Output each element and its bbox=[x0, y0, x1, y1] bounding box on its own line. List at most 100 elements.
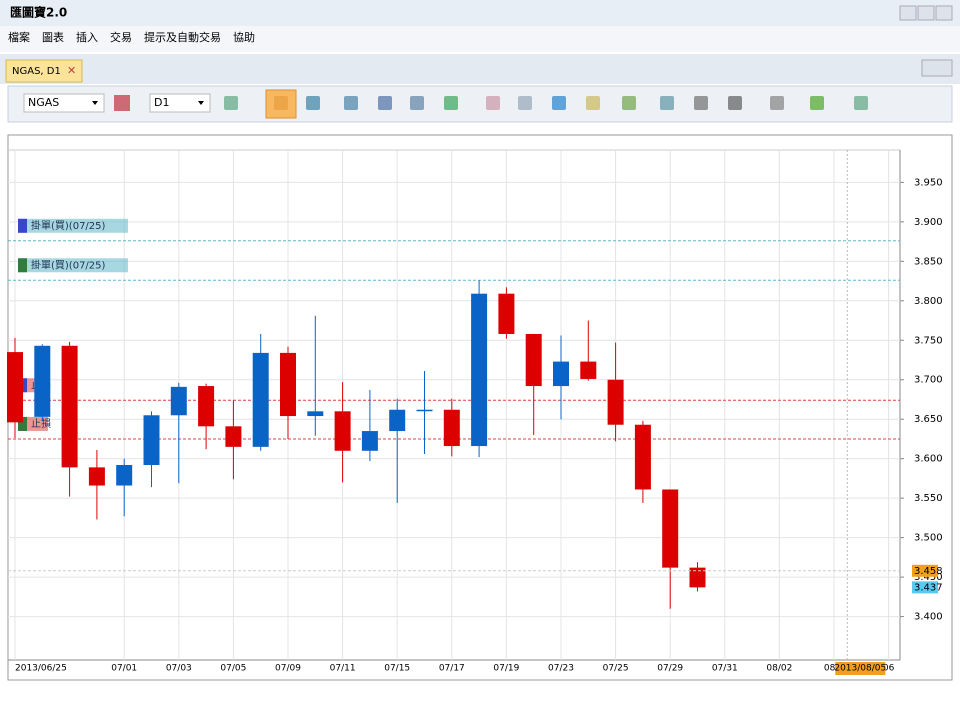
menu-item[interactable]: 插入 bbox=[76, 30, 98, 44]
candle-body bbox=[416, 409, 433, 412]
candle-body bbox=[443, 409, 460, 447]
y-tick-label: 3.450 bbox=[914, 572, 943, 583]
crosshair-label-box bbox=[835, 662, 886, 675]
x-tick-label: 07/23 bbox=[548, 664, 574, 674]
candle-body bbox=[662, 489, 679, 568]
order-label-box bbox=[18, 258, 128, 273]
y-tick-label: 3.600 bbox=[914, 454, 943, 465]
candle-body bbox=[34, 345, 51, 417]
price-label-box bbox=[912, 564, 938, 577]
x-tick-label: 06 bbox=[883, 664, 895, 674]
tab-row bbox=[0, 54, 960, 84]
menu-item[interactable]: 圖表 bbox=[42, 30, 64, 44]
menu-bar bbox=[0, 26, 960, 52]
menu-item[interactable]: 協助 bbox=[233, 30, 255, 44]
candle-body bbox=[607, 379, 624, 425]
toolbar-icon[interactable] bbox=[444, 96, 458, 110]
order-label: 掛單(買)(07/25) bbox=[31, 219, 106, 232]
price-label: 3.437 bbox=[914, 582, 943, 593]
window-title: 匯圖寶2.0 bbox=[10, 5, 67, 20]
toolbar-icon[interactable] bbox=[224, 96, 238, 110]
dropdown-arrow bbox=[92, 101, 98, 105]
order-marker bbox=[18, 416, 27, 431]
title-bar bbox=[0, 0, 960, 26]
chart-tab[interactable] bbox=[5, 59, 83, 83]
candle-body bbox=[553, 361, 569, 387]
order-marker bbox=[18, 218, 27, 233]
toolbar-icon[interactable] bbox=[274, 96, 288, 110]
price-label: 3.458 bbox=[914, 566, 943, 577]
menu-item[interactable]: 檔案 bbox=[8, 30, 30, 44]
candle-body bbox=[307, 411, 324, 417]
price-label-box bbox=[912, 581, 938, 594]
candle-body bbox=[252, 352, 269, 447]
y-tick-label: 3.900 bbox=[914, 217, 943, 228]
y-tick-label: 3.550 bbox=[914, 493, 943, 504]
toolbar-icon[interactable] bbox=[854, 96, 868, 110]
x-tick-label: 07/17 bbox=[439, 664, 465, 674]
candle-body bbox=[471, 293, 488, 447]
x-tick-label: 07/29 bbox=[657, 664, 683, 674]
y-tick-label: 3.650 bbox=[914, 414, 943, 425]
candle-body bbox=[580, 361, 597, 379]
candle-body bbox=[334, 411, 351, 451]
toolbar-icon[interactable] bbox=[810, 96, 824, 110]
crosshair-label: 2013/08/05 bbox=[834, 664, 886, 674]
tab-close[interactable]: ✕ bbox=[67, 64, 76, 77]
y-tick-label: 3.400 bbox=[914, 612, 943, 623]
x-tick-label: 07/25 bbox=[603, 664, 629, 674]
toolbar-icon[interactable] bbox=[486, 96, 500, 110]
symbol-select[interactable] bbox=[23, 93, 105, 113]
dropdown-arrow bbox=[198, 101, 204, 105]
candle-body bbox=[225, 426, 242, 447]
order-label-box bbox=[18, 218, 128, 233]
minimize-button[interactable] bbox=[899, 5, 917, 21]
y-tick-label: 3.700 bbox=[914, 375, 943, 386]
candle-body bbox=[361, 431, 378, 451]
toolbar-icon[interactable] bbox=[622, 96, 636, 110]
toolbar-icon[interactable] bbox=[518, 96, 532, 110]
candle-body bbox=[116, 465, 133, 486]
order-label: 掛單(買)(07/25) bbox=[31, 258, 106, 271]
toolbar-icon[interactable] bbox=[586, 96, 600, 110]
menu-item[interactable]: 提示及自動交易 bbox=[144, 30, 221, 44]
toolbar-icon[interactable] bbox=[378, 96, 392, 110]
toolbar-icon[interactable] bbox=[770, 96, 784, 110]
candle-body bbox=[389, 409, 406, 432]
x-tick-label: 07/31 bbox=[712, 664, 738, 674]
toolbar-icon[interactable] bbox=[114, 95, 130, 111]
y-tick-label: 3.950 bbox=[914, 177, 943, 188]
restore-button[interactable] bbox=[921, 59, 953, 77]
x-tick-label: 2013/06/25 bbox=[15, 664, 67, 674]
close-button[interactable] bbox=[935, 5, 953, 21]
toolbar-icon[interactable] bbox=[552, 96, 566, 110]
candle-body bbox=[198, 386, 215, 427]
x-tick-label: 07/11 bbox=[330, 664, 356, 674]
toolbar-icon[interactable] bbox=[410, 96, 424, 110]
x-tick-label: 07/01 bbox=[111, 664, 137, 674]
y-tick-label: 3.800 bbox=[914, 296, 943, 307]
toolbar-icon[interactable] bbox=[660, 96, 674, 110]
toolbar-icon[interactable] bbox=[728, 96, 742, 110]
candle-body bbox=[170, 386, 187, 416]
x-tick-label: 07/03 bbox=[166, 664, 192, 674]
candle-body bbox=[689, 567, 706, 588]
period: D1 bbox=[154, 96, 169, 109]
candle-body bbox=[525, 333, 542, 387]
toolbar-icon[interactable] bbox=[344, 96, 358, 110]
period-select[interactable] bbox=[149, 93, 211, 113]
toolbar-icon[interactable] bbox=[306, 96, 320, 110]
candle-body bbox=[634, 424, 651, 490]
x-tick-label: 07/19 bbox=[493, 664, 519, 674]
menu: 檔案 圖表 插入 交易 提示及自動交易 協助 bbox=[8, 30, 255, 44]
order-marker bbox=[18, 258, 27, 273]
toolbar-icon[interactable] bbox=[694, 96, 708, 110]
maximize-button[interactable] bbox=[917, 5, 935, 21]
x-tick-label: 07/09 bbox=[275, 664, 301, 674]
y-tick-label: 3.750 bbox=[914, 335, 943, 346]
candle-body bbox=[61, 345, 78, 468]
tool-icons bbox=[224, 89, 868, 119]
menu-item[interactable]: 交易 bbox=[110, 30, 132, 44]
x-tick-label: 07/05 bbox=[220, 664, 246, 674]
